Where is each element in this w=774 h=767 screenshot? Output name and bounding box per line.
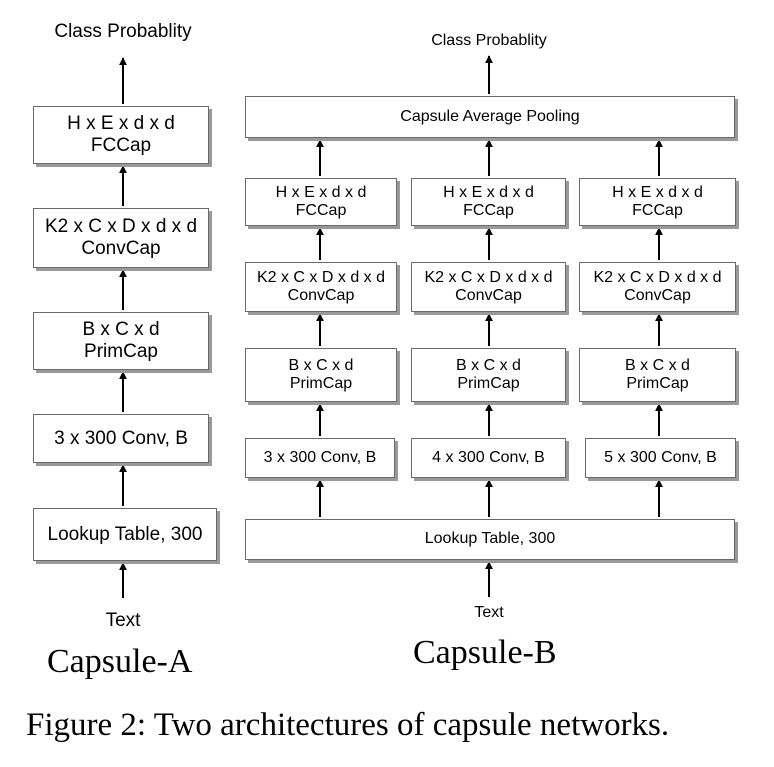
capsule-b-branch1-primcap-box: B x C x d PrimCap — [245, 348, 397, 402]
capsule-a-primcap-dims: B x C x d — [82, 319, 159, 341]
capsule-b-branch1-conv-box: 3 x 300 Conv, B — [245, 438, 395, 478]
capsule-b-branch3-fccap-box: H x E x d x d FCCap — [579, 178, 736, 226]
capsule-b-branch2-fccap-name: FCCap — [463, 202, 514, 220]
capsule-b-branch3-fccap-name: FCCap — [632, 202, 683, 220]
capsule-b-branch2-conv-label: 4 x 300 Conv, B — [432, 449, 545, 467]
capsule-b-branch3-convcap-dims: K2 x C x D x d x d — [593, 269, 721, 287]
capsule-b-pooling-label: Capsule Average Pooling — [400, 108, 579, 126]
capsule-b-output-label: Class Probablity — [409, 32, 569, 50]
capsule-b-branch1-primcap-dims: B x C x d — [289, 357, 354, 375]
capsule-b-branch1-convcap-name: ConvCap — [288, 287, 355, 305]
capsule-b-branch1-convcap-box: K2 x C x D x d x d ConvCap — [245, 262, 397, 312]
capsule-b-branch2-fccap-box: H x E x d x d FCCap — [411, 178, 566, 226]
capsule-b-branch1-fccap-box: H x E x d x d FCCap — [245, 178, 397, 226]
capsule-b-branch3-fccap-dims: H x E x d x d — [612, 184, 703, 202]
figure-caption: Figure 2: Two architectures of capsule n… — [26, 707, 669, 744]
capsule-b-branch3-convcap-name: ConvCap — [624, 287, 691, 305]
capsule-b-title: Capsule-B — [413, 634, 557, 672]
capsule-a-title: Capsule-A — [47, 643, 192, 681]
capsule-b-branch2-convcap-dims: K2 x C x D x d x d — [424, 269, 552, 287]
capsule-b-branch3-primcap-dims: B x C x d — [625, 357, 690, 375]
capsule-b-branch1-primcap-name: PrimCap — [290, 375, 352, 393]
capsule-b-branch2-primcap-dims: B x C x d — [456, 357, 521, 375]
capsule-a-output-label: Class Probablity — [33, 21, 213, 43]
capsule-a-primcap-box: B x C x d PrimCap — [33, 312, 209, 370]
capsule-b-input-label: Text — [449, 604, 529, 622]
capsule-b-branch1-fccap-dims: H x E x d x d — [276, 184, 367, 202]
capsule-b-branch2-fccap-dims: H x E x d x d — [443, 184, 534, 202]
capsule-a-fccap-box: H x E x d x d FCCap — [33, 106, 209, 164]
capsule-a-convcap-dims: K2 x C x D x d x d — [45, 216, 197, 238]
capsule-b-pooling-box: Capsule Average Pooling — [245, 96, 735, 138]
capsule-a-input-label: Text — [83, 610, 163, 632]
capsule-b-branch3-convcap-box: K2 x C x D x d x d ConvCap — [579, 262, 736, 312]
capsule-a-fccap-dims: H x E x d x d — [67, 113, 175, 135]
capsule-a-convcap-box: K2 x C x D x d x d ConvCap — [33, 208, 209, 268]
capsule-b-branch2-conv-box: 4 x 300 Conv, B — [411, 438, 566, 478]
capsule-b-branch1-conv-label: 3 x 300 Conv, B — [264, 449, 377, 467]
capsule-b-branch1-fccap-name: FCCap — [296, 202, 347, 220]
capsule-b-lookup-box: Lookup Table, 300 — [245, 519, 735, 560]
capsule-b-branch3-primcap-name: PrimCap — [626, 375, 688, 393]
capsule-b-lookup-label: Lookup Table, 300 — [425, 530, 555, 548]
capsule-a-primcap-name: PrimCap — [84, 341, 158, 363]
capsule-a-convcap-name: ConvCap — [81, 238, 160, 260]
capsule-b-branch3-primcap-box: B x C x d PrimCap — [579, 348, 736, 402]
capsule-a-lookup-label: Lookup Table, 300 — [48, 524, 203, 546]
capsule-b-branch1-convcap-dims: K2 x C x D x d x d — [257, 269, 385, 287]
capsule-b-branch2-primcap-name: PrimCap — [457, 375, 519, 393]
capsule-b-branch2-convcap-box: K2 x C x D x d x d ConvCap — [411, 262, 566, 312]
capsule-b-branch2-primcap-box: B x C x d PrimCap — [411, 348, 566, 402]
capsule-a-lookup-box: Lookup Table, 300 — [33, 508, 217, 561]
capsule-a-conv-box: 3 x 300 Conv, B — [33, 414, 209, 463]
capsule-a-conv-label: 3 x 300 Conv, B — [54, 428, 188, 450]
capsule-a-fccap-name: FCCap — [91, 135, 151, 157]
capsule-b-branch3-conv-label: 5 x 300 Conv, B — [604, 449, 717, 467]
capsule-b-branch2-convcap-name: ConvCap — [455, 287, 522, 305]
capsule-b-branch3-conv-box: 5 x 300 Conv, B — [585, 438, 736, 478]
